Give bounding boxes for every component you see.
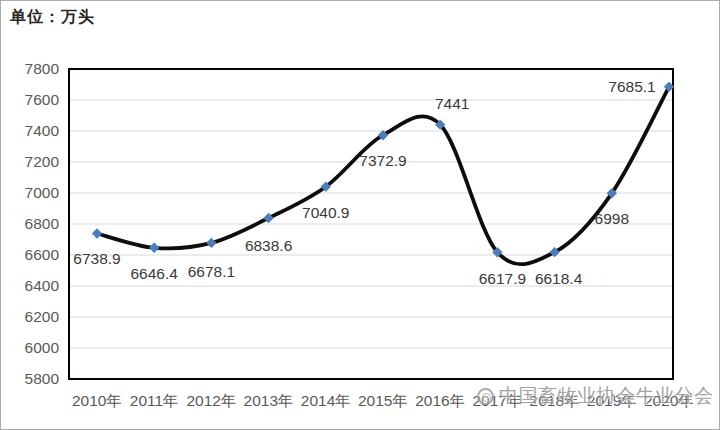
- data-point-marker: [149, 243, 159, 253]
- y-axis-tick-label: 7000: [25, 184, 60, 201]
- y-axis-tick-label: 6600: [25, 246, 60, 263]
- x-axis-tick-label: 2010年: [72, 392, 122, 409]
- y-axis-tick-label: 7800: [25, 60, 60, 77]
- trend-line: [97, 87, 669, 264]
- data-point-label: 6838.6: [245, 237, 292, 254]
- x-axis-tick-label: 2017年: [472, 392, 522, 409]
- data-point-label: 6646.4: [130, 265, 178, 282]
- data-point-label: 7685.1: [608, 78, 655, 95]
- x-axis-tick-label: 2018年: [530, 392, 580, 409]
- data-point-marker: [206, 238, 216, 248]
- y-axis-tick-label: 6800: [25, 215, 60, 232]
- data-point-label: 6618.4: [535, 270, 583, 287]
- data-point-label: 6617.9: [479, 270, 526, 287]
- x-axis-tick-label: 2013年: [244, 392, 294, 409]
- y-axis-tick-label: 6200: [25, 308, 60, 325]
- data-point-label: 7441: [435, 95, 469, 112]
- data-point-label: 6678.1: [188, 263, 235, 280]
- data-point-label: 6738.9: [73, 250, 120, 267]
- x-axis-tick-label: 2011年: [130, 392, 179, 409]
- x-axis-tick-label: 2019年: [587, 392, 637, 409]
- x-axis-tick-label: 2016年: [415, 392, 465, 409]
- y-axis-tick-label: 5800: [25, 370, 60, 387]
- x-axis-tick-label: 2014年: [301, 392, 351, 409]
- data-point-label: 7040.9: [302, 204, 349, 221]
- y-axis-tick-label: 7600: [25, 91, 60, 108]
- y-axis-tick-label: 7200: [25, 153, 60, 170]
- data-point-label: 6998: [595, 210, 629, 227]
- y-axis-tick-label: 6400: [25, 277, 60, 294]
- y-axis-tick-label: 7400: [25, 122, 60, 139]
- x-axis-tick-label: 2012年: [186, 392, 236, 409]
- x-axis-tick-label: 2015年: [358, 392, 408, 409]
- x-axis-tick-label: 2020年: [644, 392, 694, 409]
- data-point-label: 7372.9: [359, 152, 406, 169]
- line-chart: 5800 6000 6200 6400 6600 6800 7000 7200 7400 7600…: [1, 1, 720, 430]
- y-axis-tick-label: 6000: [25, 339, 60, 356]
- chart-canvas: 单位：万头 5800600062006400660068007000720074…: [0, 0, 720, 430]
- data-point-marker: [92, 228, 102, 238]
